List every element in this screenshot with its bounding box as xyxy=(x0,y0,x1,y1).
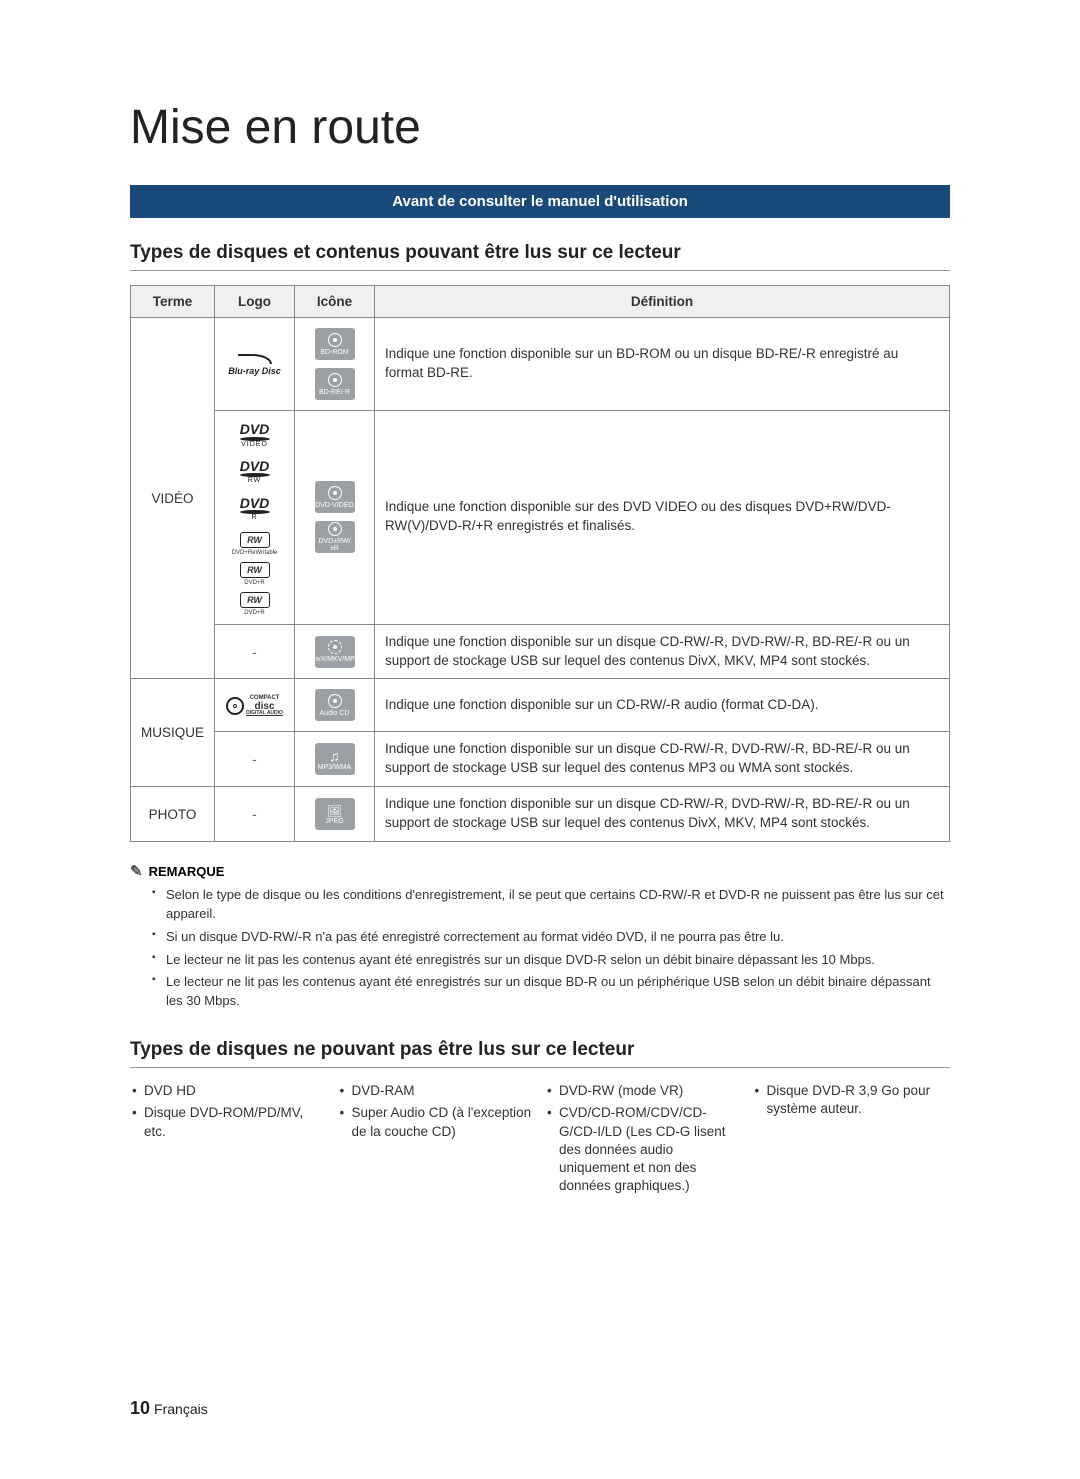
logo-dvd-cell: DVDVIDEO DVDRW DVDR RWDVD+ReWritable RWD… xyxy=(215,411,295,625)
term-video: VIDÉO xyxy=(131,318,215,679)
page-number: 10Français xyxy=(130,1398,208,1419)
pencil-icon: ✎ xyxy=(130,862,143,880)
logo-jpeg-cell: - xyxy=(215,787,295,842)
list-item: Super Audio CD (à l'exception de la couc… xyxy=(338,1104,536,1140)
unplayable-columns: DVD HD Disque DVD-ROM/PD/MV, etc. DVD-RA… xyxy=(130,1082,950,1199)
remark-list: Selon le type de disque ou les condition… xyxy=(130,886,950,1011)
remark-item: Selon le type de disque ou les condition… xyxy=(152,886,950,924)
remark-label: REMARQUE xyxy=(149,864,225,879)
icon-dvd-cell: DVD-VIDEO DVD±RW/±R xyxy=(295,411,375,625)
th-icone: Icône xyxy=(295,286,375,318)
def-dvd: Indique une fonction disponible sur des … xyxy=(375,411,950,625)
term-music: MUSIQUE xyxy=(131,679,215,787)
rw-r2-logo: RWDVD+R xyxy=(240,590,270,616)
rw-rewritable-logo: RWDVD+ReWritable xyxy=(232,530,278,556)
icon-jpeg-cell: 🖼JPEG xyxy=(295,787,375,842)
remark-item: Le lecteur ne lit pas les contenus ayant… xyxy=(152,951,950,970)
th-logo: Logo xyxy=(215,286,295,318)
bdrom-icon: BD-ROM xyxy=(315,328,355,360)
list-item: CVD/CD-ROM/CDV/CD-G/CD-I/LD (Les CD-G li… xyxy=(545,1104,743,1195)
remark-item: Si un disque DVD-RW/-R n'a pas été enreg… xyxy=(152,928,950,947)
unplayable-col-2: DVD-RAM Super Audio CD (à l'exception de… xyxy=(338,1082,536,1199)
def-bd: Indique une fonction disponible sur un B… xyxy=(375,318,950,411)
icon-divx-cell: DivX/MKV/MP4 xyxy=(295,624,375,679)
remark-block: ✎ REMARQUE Selon le type de disque ou le… xyxy=(130,862,950,1011)
th-definition: Définition xyxy=(375,286,950,318)
list-item: DVD-RAM xyxy=(338,1082,536,1100)
def-jpeg: Indique une fonction disponible sur un d… xyxy=(375,787,950,842)
remark-item: Le lecteur ne lit pas les contenus ayant… xyxy=(152,973,950,1011)
list-item: DVD-RW (mode VR) xyxy=(545,1082,743,1100)
unplayable-col-1: DVD HD Disque DVD-ROM/PD/MV, etc. xyxy=(130,1082,328,1199)
dvd-r-logo: DVDR xyxy=(240,497,270,522)
dvd-video-logo: DVDVIDEO xyxy=(240,423,270,448)
banner-before-manual: Avant de consulter le manuel d'utilisati… xyxy=(130,185,950,218)
remark-heading: ✎ REMARQUE xyxy=(130,862,950,880)
icon-bd-cell: BD-ROM BD-RE/-R xyxy=(295,318,375,411)
list-item: DVD HD xyxy=(130,1082,328,1100)
logo-bluray-cell: Blu-ray Disc xyxy=(215,318,295,411)
cd-logo: COMPACTdiscDIGITAL AUDIO xyxy=(226,696,283,715)
jpeg-icon: 🖼JPEG xyxy=(315,798,355,830)
rw-r1-logo: RWDVD+R xyxy=(240,560,270,586)
audiocd-icon: Audio CD xyxy=(315,689,355,721)
mp3wma-icon: ♫MP3/WMA xyxy=(315,743,355,775)
page-title: Mise en route xyxy=(130,100,950,155)
dvd-rw-logo: DVDRW xyxy=(240,460,270,485)
dvdrw-icon: DVD±RW/±R xyxy=(315,521,355,553)
list-item: Disque DVD-ROM/PD/MV, etc. xyxy=(130,1104,328,1140)
bluray-logo: Blu-ray Disc xyxy=(228,354,281,376)
section-heading-playable: Types de disques et contenus pouvant êtr… xyxy=(130,242,950,271)
section-heading-unplayable: Types de disques ne pouvant pas être lus… xyxy=(130,1039,950,1068)
icon-mp3-cell: ♫MP3/WMA xyxy=(295,732,375,787)
logo-cd-cell: COMPACTdiscDIGITAL AUDIO xyxy=(215,679,295,732)
def-divx: Indique une fonction disponible sur un d… xyxy=(375,624,950,679)
th-terme: Terme xyxy=(131,286,215,318)
def-mp3: Indique une fonction disponible sur un d… xyxy=(375,732,950,787)
disc-types-table: Terme Logo Icône Définition VIDÉO Blu-ra… xyxy=(130,285,950,842)
unplayable-col-4: Disque DVD-R 3,9 Go pour système auteur. xyxy=(753,1082,951,1199)
bdre-icon: BD-RE/-R xyxy=(315,368,355,400)
def-audiocd: Indique une fonction disponible sur un C… xyxy=(375,679,950,732)
logo-divx-cell: - xyxy=(215,624,295,679)
dvdvideo-icon: DVD-VIDEO xyxy=(315,481,355,513)
logo-mp3-cell: - xyxy=(215,732,295,787)
icon-audiocd-cell: Audio CD xyxy=(295,679,375,732)
list-item: Disque DVD-R 3,9 Go pour système auteur. xyxy=(753,1082,951,1118)
term-photo: PHOTO xyxy=(131,787,215,842)
divx-icon: DivX/MKV/MP4 xyxy=(315,636,355,668)
unplayable-col-3: DVD-RW (mode VR) CVD/CD-ROM/CDV/CD-G/CD-… xyxy=(545,1082,743,1199)
